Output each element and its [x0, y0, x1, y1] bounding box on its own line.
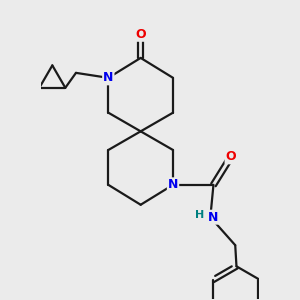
Text: N: N — [208, 211, 219, 224]
Text: O: O — [135, 28, 146, 41]
Text: O: O — [226, 150, 236, 163]
Text: N: N — [103, 71, 113, 84]
Text: H: H — [195, 210, 204, 220]
Text: N: N — [168, 178, 178, 191]
